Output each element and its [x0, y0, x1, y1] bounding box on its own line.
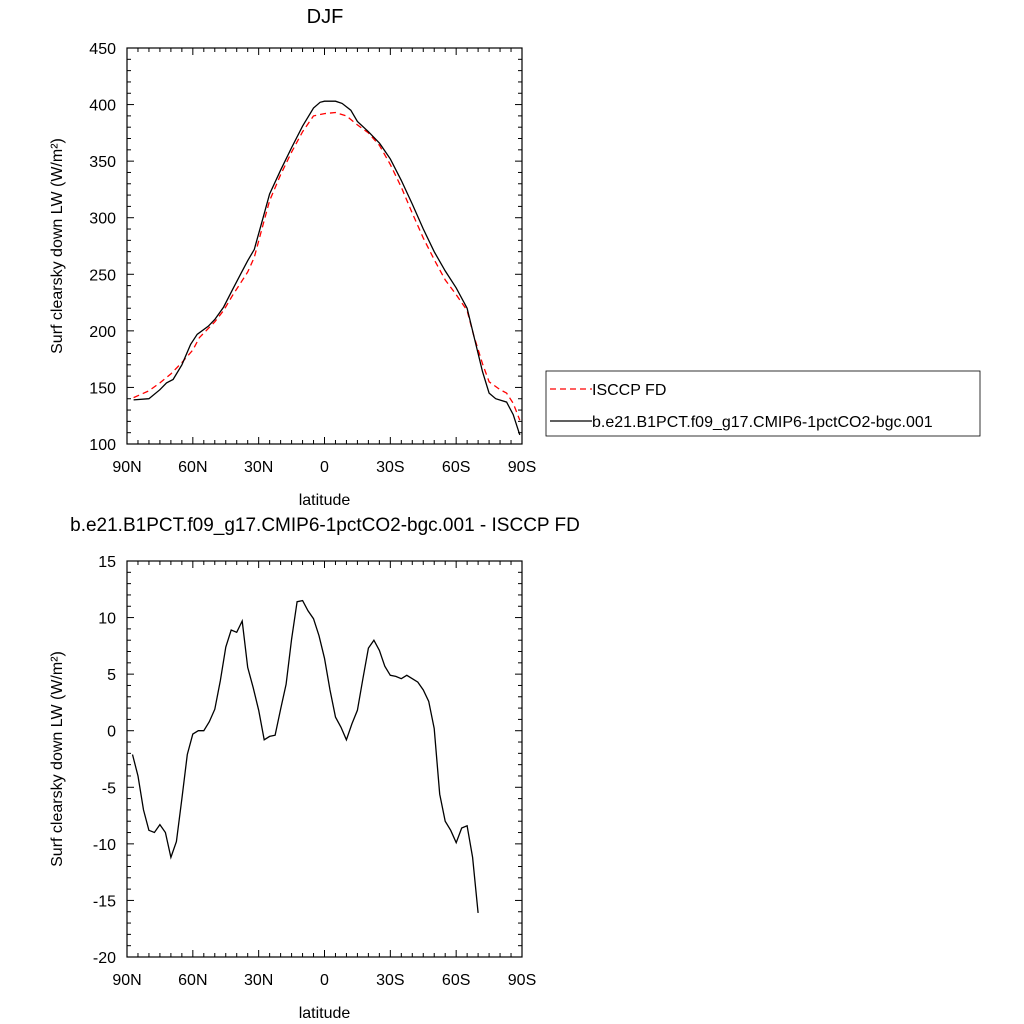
legend-label: ISCCP FD [592, 382, 666, 399]
y-axis-label: Surf clearsky down LW (W/m²) [49, 651, 66, 867]
legend-box [545, 370, 981, 437]
series-line-0 [133, 111, 521, 421]
y-tick-label: -5 [102, 780, 116, 797]
y-tick-label: -10 [93, 837, 116, 854]
y-tick-label: -15 [93, 893, 116, 910]
x-tick-label: 90N [112, 459, 141, 476]
y-tick-label: 350 [89, 154, 116, 171]
x-tick-label: 90S [508, 459, 536, 476]
x-tick-label: 30N [244, 972, 273, 989]
panel-djf: DJF 90N 60N 30N 0 30S 60S 90S 100 150 200 250 300 350… [49, 6, 981, 509]
chart-title: b.e21.B1PCT.f09_g17.CMIP6-1pctCO2-bgc.00… [70, 515, 580, 536]
x-tick-label: 90S [508, 972, 536, 989]
y-tick-label: 100 [89, 437, 116, 454]
y-tick-label: 250 [89, 267, 116, 284]
legend: ISCCP FD b.e21.B1PCT.f09_g17.CMIP6-1pctCO… [545, 370, 981, 437]
chart-title: DJF [307, 6, 344, 28]
x-tick-label: 60N [178, 459, 207, 476]
y-tick-label: 10 [98, 611, 116, 628]
x-tick-label: 30S [376, 459, 404, 476]
y-tick-label: 0 [107, 724, 116, 741]
y-tick-label: 150 [89, 380, 116, 397]
y-tick-label: 300 [89, 211, 116, 228]
x-tick-label: 0 [320, 972, 329, 989]
plot-frame [126, 47, 523, 445]
legend-label: b.e21.B1PCT.f09_g17.CMIP6-1pctCO2-bgc.00… [592, 414, 933, 431]
y-tick-label: 400 [89, 98, 116, 115]
y-axis-label: Surf clearsky down LW (W/m²) [49, 138, 66, 354]
y-tick-label: 15 [98, 554, 116, 571]
x-tick-label: 30S [376, 972, 404, 989]
y-tick-label: -20 [93, 950, 116, 967]
series-line-0 [131, 599, 479, 913]
x-tick-label: 60N [178, 972, 207, 989]
panel-difference: b.e21.B1PCT.f09_g17.CMIP6-1pctCO2-bgc.00… [49, 515, 580, 1022]
x-axis-label: latitude [299, 492, 351, 509]
x-tick-label: 60S [442, 972, 470, 989]
x-tick-label: 90N [112, 972, 141, 989]
y-tick-label: 200 [89, 324, 116, 341]
y-tick-label: 450 [89, 41, 116, 58]
series-line-1 [133, 100, 521, 436]
y-tick-label: 5 [107, 667, 116, 684]
x-tick-label: 60S [442, 459, 470, 476]
x-tick-label: 0 [320, 459, 329, 476]
x-tick-label: 30N [244, 459, 273, 476]
x-axis-label: latitude [299, 1005, 351, 1022]
